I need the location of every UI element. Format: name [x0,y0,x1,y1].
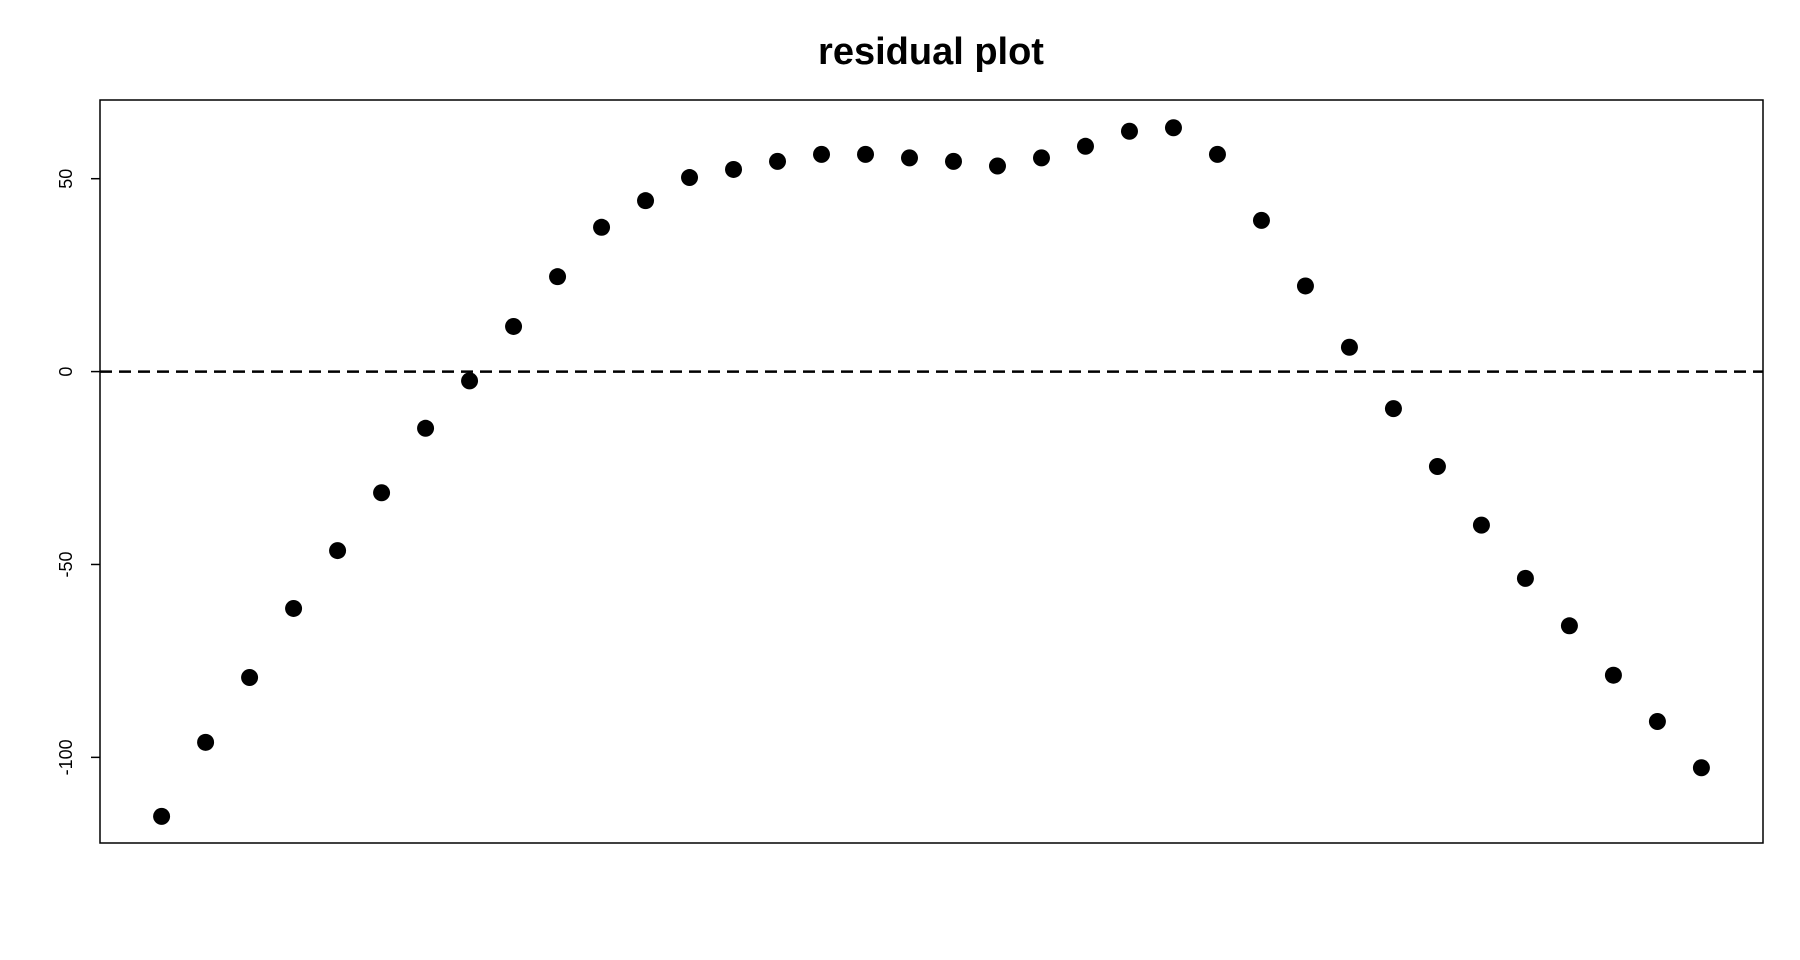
point [549,268,567,286]
point [1692,759,1710,777]
point [417,419,435,437]
y-tick-label: -50 [56,551,76,577]
point [1340,338,1358,356]
point [901,149,919,167]
point [373,484,391,502]
point [593,218,611,236]
point [1164,119,1182,137]
chart-title: residual plot [818,31,1044,73]
point [1560,617,1578,635]
point [1472,516,1490,534]
point [461,372,479,390]
y-tick-label: -100 [56,739,76,775]
point [1208,145,1226,163]
point [1120,122,1138,140]
point [1648,712,1666,730]
y-tick-label: 0 [56,367,76,377]
point [1384,400,1402,418]
point [1296,277,1314,295]
point [241,669,259,687]
point [857,145,875,163]
point [197,733,215,751]
point [813,145,831,163]
point [329,542,347,560]
point [988,157,1006,175]
point [153,807,171,825]
point [1032,149,1050,167]
point [637,192,655,210]
point [1516,569,1534,587]
point [769,152,787,170]
point [1076,137,1094,155]
point [1604,666,1622,684]
point [1252,211,1270,229]
point [944,152,962,170]
point [505,317,523,335]
point [681,169,699,187]
point [1428,457,1446,475]
point [285,599,303,617]
y-tick-label: 50 [56,169,76,189]
plot-frame [99,99,1764,844]
point [725,160,743,178]
